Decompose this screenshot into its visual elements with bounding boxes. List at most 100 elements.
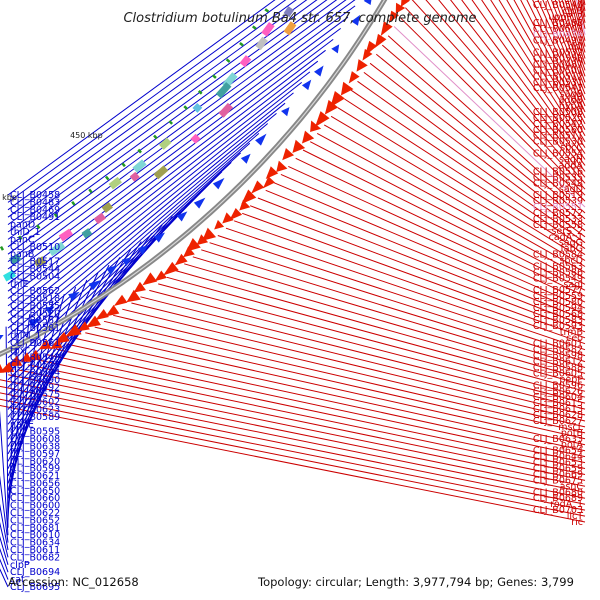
gene-label[interactable]: CLJ_B0694 <box>10 567 60 578</box>
gene-label[interactable]: CLJ_B0501 <box>533 65 583 76</box>
gene-label[interactable]: cadA_1 <box>549 232 583 243</box>
gene-label[interactable]: CLJ_B0622 <box>10 508 60 519</box>
gene-label[interactable]: sagG <box>559 238 583 249</box>
gene-label[interactable]: CLJ_B0551 <box>533 202 583 213</box>
gene-label[interactable]: licT <box>567 511 584 522</box>
gene-label[interactable]: CLJ_B0656 <box>10 479 60 490</box>
gene-label[interactable]: CLJ_B0548 <box>533 178 583 189</box>
gene-label[interactable]: CLJ_B0611 <box>10 545 60 556</box>
gene-label[interactable]: sbcC <box>560 143 583 154</box>
gene-label[interactable]: CLJ_B0563 <box>533 262 583 273</box>
gene-label[interactable]: CLJ_B0557 <box>10 316 60 327</box>
gene-label[interactable]: CLJ_B0543 <box>10 353 60 364</box>
gene-label[interactable]: CLJ_B0644 <box>533 452 583 463</box>
gene-label[interactable]: sbcD <box>559 256 583 267</box>
gene-label[interactable]: mscL <box>558 422 583 433</box>
gene-label[interactable]: CLJ_B0586 <box>533 267 583 278</box>
gene-label[interactable]: hypA <box>559 101 584 112</box>
gene-label[interactable]: nadE <box>10 419 34 430</box>
gene-label[interactable]: asnC <box>560 481 584 492</box>
gene-label[interactable]: CLJ_B0555 <box>10 301 60 312</box>
gene-label[interactable]: CLJ_B0504 <box>10 271 60 282</box>
gene-label[interactable]: CLJ_B0581 <box>10 323 60 334</box>
gene-label[interactable]: CLJ_B0532 <box>533 48 583 59</box>
gene-label[interactable]: CLJ_B0600 <box>10 501 60 512</box>
gene-label[interactable]: sagI <box>563 279 583 290</box>
gene-label[interactable]: CLJ_B0602 <box>10 397 60 408</box>
gene-label[interactable]: cat <box>10 575 25 586</box>
gene-label[interactable]: CLJ_B0613 <box>533 404 583 415</box>
gene-label[interactable]: CLJ_B0568 <box>533 309 583 320</box>
gene-label[interactable]: CLJ_B0558 <box>533 220 583 231</box>
gene-label[interactable]: CLJ_B0539 <box>533 196 583 207</box>
gene-label[interactable]: CLJ_B0584 <box>533 250 583 261</box>
gene-label[interactable]: CLJ_B0594 <box>533 303 583 314</box>
gene-label[interactable]: CLJ_B0596 <box>533 380 583 391</box>
gene-label[interactable]: CLJ_B0530 <box>533 137 583 148</box>
gene-label[interactable]: tpx <box>10 345 26 356</box>
gene-label[interactable]: CLJ_B0561 <box>10 338 60 349</box>
gene-label[interactable]: CLJ_B0491 <box>10 212 60 223</box>
gene-label[interactable]: CLJ_B0483 <box>10 197 60 208</box>
gene-label[interactable]: CLJ_B0599 <box>10 464 60 475</box>
gene-label[interactable]: CLJ_B0549 <box>533 273 583 284</box>
gene-label[interactable]: CLJ_B0544 <box>10 264 60 275</box>
gene-label[interactable]: thiD_1 <box>10 227 41 238</box>
gene-label[interactable]: CLJ_B0588 <box>533 363 583 374</box>
gene-label[interactable]: CLJ_B0574 <box>10 368 60 379</box>
gene-label[interactable]: CLJ_B0518 <box>10 294 60 305</box>
gene-label[interactable]: CLJ_B0653 <box>533 458 583 469</box>
gene-label[interactable]: CLJ_B0654 <box>533 446 583 457</box>
gene-label[interactable]: CLJ_B0511 <box>533 131 583 142</box>
gene-label[interactable]: CLJ_B0487 <box>533 59 583 70</box>
gene-label[interactable]: CLJ_B0608 <box>10 434 60 445</box>
gene-label[interactable]: CLJ_B0620 <box>10 456 60 467</box>
gene-label[interactable]: CLJ_B0458 <box>10 190 60 201</box>
gene-label[interactable]: CLJ_B0682 <box>10 552 60 563</box>
gene-label[interactable]: CLJ_B0675 <box>533 475 583 486</box>
gene-label[interactable]: CLJ_B0703 <box>533 505 583 516</box>
gene-label[interactable]: CLJ_B0634 <box>10 538 60 549</box>
gene-label[interactable]: CLJ_B0476 <box>533 30 583 41</box>
gene-label[interactable]: addB <box>559 95 583 106</box>
gene-label[interactable]: CLJ_B0512 <box>533 71 583 82</box>
gene-label[interactable]: CLJ_B0626 <box>533 386 583 397</box>
gene-label[interactable]: CLJ_B0597 <box>10 449 60 460</box>
gene-label[interactable]: CLJ_B0556 <box>533 54 583 65</box>
gene-label[interactable]: CLJ_B0650 <box>10 486 60 497</box>
gene-label[interactable]: CLJ_B0681 <box>10 523 60 534</box>
gene-label[interactable]: rodA_1 <box>550 499 583 510</box>
gene-label[interactable]: CLJ_B0633 <box>533 434 583 445</box>
gene-label[interactable]: CLJ_B0575 <box>10 390 60 401</box>
gene-label[interactable]: fabG <box>560 244 583 255</box>
gene-label[interactable]: ddl <box>568 42 583 53</box>
gene-label[interactable]: CLJ_B0582 <box>533 345 583 356</box>
gene-label[interactable]: sagD <box>559 184 583 195</box>
gene-label[interactable]: CLJ_B0547 <box>533 83 583 94</box>
gene-label[interactable]: CLJ_B0583 <box>533 315 583 326</box>
gene-label[interactable]: trmB <box>560 327 583 338</box>
gene-label[interactable]: CLJ_B0652 <box>10 515 60 526</box>
gene-label[interactable]: clpB <box>563 6 583 17</box>
gene-label[interactable]: CLJ_B0572 <box>533 208 583 219</box>
gene-label[interactable]: CLJ_B0592 <box>10 382 60 393</box>
gene-label[interactable]: CLJ_B0638 <box>10 442 60 453</box>
gene-label[interactable]: CLJ_B0615 <box>533 398 583 409</box>
gene-label[interactable]: thiE <box>10 279 28 290</box>
gene-label[interactable]: CLJ_B0510 <box>10 242 60 253</box>
gene-label[interactable]: CLJ_B0497 <box>533 36 583 47</box>
gene-label[interactable]: panD <box>10 220 35 231</box>
gene-label[interactable]: clpP <box>10 560 30 571</box>
gene-label[interactable]: CLJ_B0531 <box>533 77 583 88</box>
gene-label[interactable]: CLJ_B0598 <box>533 351 583 362</box>
gene-label[interactable]: CLJ_B0554 <box>533 149 583 160</box>
gene-label[interactable]: CLJ_B0590 <box>10 375 60 386</box>
gene-label[interactable]: CLJ_B0503 <box>533 24 583 35</box>
gene-label[interactable]: CLJ_B0469 <box>10 205 60 216</box>
gene-label[interactable]: CLJ_B0669 <box>533 470 583 481</box>
gene-label[interactable]: panB <box>10 249 34 260</box>
gene-label[interactable]: CLJ_B0540 <box>533 0 583 11</box>
gene-label[interactable]: thiM_1 <box>10 331 41 342</box>
gene-label[interactable]: CLJ_B0508 <box>533 107 583 118</box>
gene-label[interactable]: potA <box>561 440 584 451</box>
